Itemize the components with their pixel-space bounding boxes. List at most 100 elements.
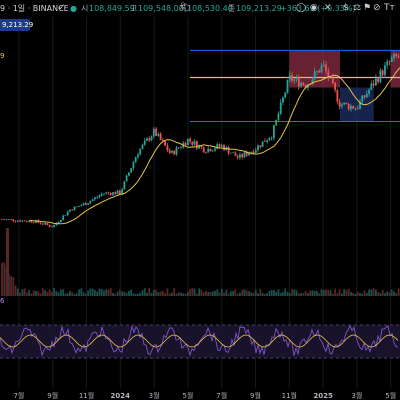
oscillator-signal-line bbox=[0, 334, 399, 348]
candle-body bbox=[123, 181, 126, 190]
circle-icon[interactable]: ◯ bbox=[296, 3, 307, 13]
volume-bar bbox=[98, 288, 101, 296]
candle-body bbox=[365, 93, 368, 98]
volume-bar bbox=[304, 291, 307, 296]
volume-bar bbox=[202, 292, 205, 296]
volume-bar bbox=[361, 293, 364, 296]
candle-body bbox=[286, 79, 289, 93]
volume-bar bbox=[211, 291, 214, 296]
volume-bar bbox=[245, 290, 248, 296]
volume-bar bbox=[139, 292, 142, 296]
volume-bar bbox=[89, 288, 92, 296]
chart-icon[interactable]: ✓ bbox=[58, 3, 66, 13]
volume-bar bbox=[78, 289, 80, 296]
volume-bar bbox=[370, 289, 373, 296]
indicator-icon[interactable]: ◉ bbox=[310, 3, 318, 13]
candle-body bbox=[78, 206, 80, 207]
candle-body bbox=[370, 83, 373, 90]
volume-bar bbox=[277, 289, 280, 296]
volume-bar bbox=[384, 293, 386, 296]
volume-bar bbox=[69, 291, 71, 296]
symbol-label[interactable]: 9 · 1일 · BINANCE bbox=[0, 4, 69, 13]
volume-bar bbox=[266, 293, 269, 296]
volume-bar bbox=[166, 288, 169, 296]
candle-body bbox=[327, 71, 330, 79]
volume-bar bbox=[368, 289, 370, 296]
candle-body bbox=[236, 155, 239, 158]
volume-bar bbox=[268, 291, 271, 296]
volume-bar bbox=[44, 290, 46, 296]
volume-bar bbox=[134, 293, 137, 296]
candle-body bbox=[263, 141, 266, 142]
candle-body bbox=[320, 65, 323, 73]
volume-bar bbox=[107, 289, 110, 296]
volume-bar bbox=[322, 290, 325, 296]
volume-bar bbox=[28, 290, 31, 296]
candle-body bbox=[313, 71, 316, 80]
toolbar-icons-right: $ ⚖ ⚑ ⊘ Tт bbox=[343, 0, 400, 17]
candle-body bbox=[245, 152, 248, 156]
candle-body bbox=[125, 175, 128, 182]
candle-body bbox=[1, 219, 3, 220]
volume-bar bbox=[103, 290, 105, 296]
volume-bar bbox=[295, 290, 298, 296]
volume-bar bbox=[234, 289, 237, 296]
change-value: +363.69 (+0.33%) bbox=[280, 4, 356, 13]
volume-bar bbox=[193, 288, 196, 296]
candle-body bbox=[94, 197, 96, 200]
candle-body bbox=[390, 57, 393, 62]
flag-icon[interactable]: ⚑ bbox=[363, 3, 372, 13]
volume-bar bbox=[64, 293, 67, 296]
x-tick-label: 7월 bbox=[216, 391, 227, 400]
candle-body bbox=[71, 209, 74, 211]
volume-bar bbox=[141, 290, 144, 296]
x-tick-label: 3월 bbox=[149, 391, 160, 400]
tag-icon[interactable]: 🏷 bbox=[180, 3, 192, 13]
volume-bar bbox=[180, 292, 182, 296]
volume-bar bbox=[229, 291, 232, 296]
volume-bar bbox=[340, 293, 343, 296]
volume-bar bbox=[19, 292, 22, 296]
volume-bar bbox=[338, 289, 341, 296]
close-icon[interactable]: ✕ bbox=[324, 3, 332, 13]
eye-off-icon[interactable]: ⊘ bbox=[373, 3, 381, 13]
toolbar-icons-mid: 🏷 ◯ ◉ ✕ bbox=[180, 0, 340, 17]
volume-bar bbox=[100, 289, 103, 296]
volume-bar bbox=[184, 293, 187, 296]
low-label: 저 bbox=[179, 4, 187, 13]
volume-bar bbox=[390, 289, 393, 296]
candle-body bbox=[343, 102, 346, 105]
candle-body bbox=[96, 196, 99, 198]
volume-bar bbox=[26, 292, 28, 296]
dollar-icon[interactable]: $ bbox=[343, 3, 349, 13]
volume-bar bbox=[395, 292, 398, 296]
candle-body bbox=[359, 101, 361, 109]
scales-icon[interactable]: ⚖ bbox=[353, 3, 362, 13]
volume-bar bbox=[1, 262, 3, 296]
candle-body bbox=[159, 133, 162, 140]
volume-bar bbox=[94, 289, 96, 296]
volume-bar bbox=[343, 289, 346, 296]
candle-body bbox=[316, 70, 318, 72]
volume-bar bbox=[297, 293, 300, 296]
volume-bar bbox=[161, 290, 164, 296]
text-icon[interactable]: Tт bbox=[384, 3, 395, 13]
candle-body bbox=[75, 206, 78, 208]
volume-bar bbox=[236, 293, 239, 296]
candle-body bbox=[282, 97, 284, 103]
volume-bar bbox=[60, 289, 62, 296]
candle-body bbox=[100, 193, 103, 196]
volume-bar bbox=[331, 293, 334, 296]
candle-body bbox=[132, 162, 135, 169]
candle-body bbox=[393, 54, 395, 58]
candle-body bbox=[69, 209, 71, 212]
candle-body bbox=[338, 101, 341, 107]
volume-bar bbox=[356, 291, 359, 296]
candle-body bbox=[134, 157, 137, 163]
volume-bar bbox=[359, 293, 361, 296]
volume-bar bbox=[125, 293, 128, 296]
candle-body bbox=[200, 145, 203, 148]
candle-body bbox=[143, 140, 146, 145]
volume-bar bbox=[150, 293, 153, 296]
